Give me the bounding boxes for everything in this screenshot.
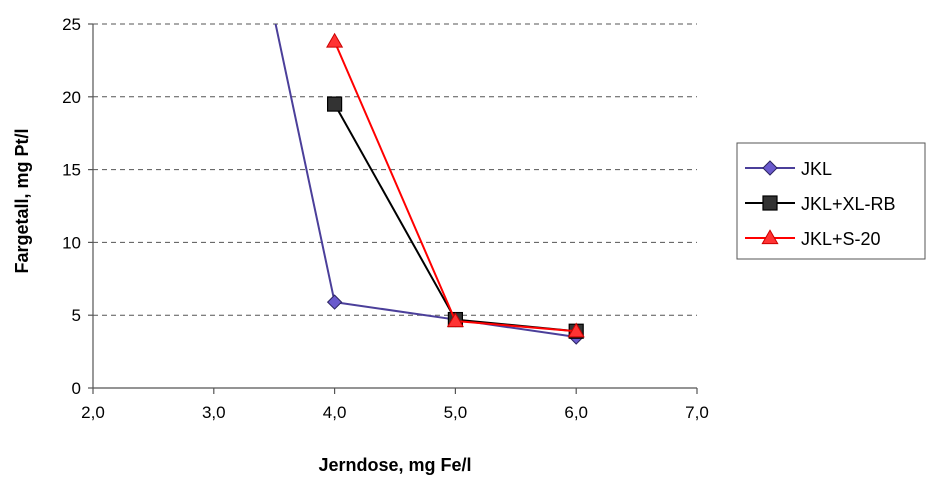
x-tick-label: 7,0 bbox=[685, 403, 709, 422]
y-tick-label: 25 bbox=[62, 15, 81, 34]
x-axis-title: Jerndose, mg Fe/l bbox=[318, 455, 471, 475]
series-JKL bbox=[274, 24, 584, 345]
legend-swatch-marker bbox=[762, 160, 778, 176]
y-tick-label: 15 bbox=[62, 161, 81, 180]
legend-swatch-marker bbox=[761, 229, 779, 245]
data-point bbox=[567, 322, 585, 338]
series-JKL+XL-RB bbox=[327, 96, 584, 339]
legend-label: JKL+XL-RB bbox=[801, 194, 896, 214]
data-point bbox=[327, 96, 343, 112]
y-tick-label: 20 bbox=[62, 88, 81, 107]
data-point bbox=[446, 312, 464, 328]
y-axis-title: Fargetall, mg Pt/l bbox=[12, 128, 32, 273]
series-group bbox=[274, 24, 585, 345]
x-tick-label: 2,0 bbox=[81, 403, 105, 422]
legend-label: JKL bbox=[801, 159, 832, 179]
series-line bbox=[333, 103, 577, 333]
x-tick-label: 4,0 bbox=[323, 403, 347, 422]
series-line bbox=[274, 24, 577, 339]
y-tick-label: 5 bbox=[72, 306, 81, 325]
legend-item: JKL+S-20 bbox=[745, 229, 881, 249]
data-point bbox=[326, 294, 343, 310]
x-tick-label: 6,0 bbox=[564, 403, 588, 422]
tick-labels: 0 5 10 15 20 25 2,0 3,0 4,0 5,0 6,0 7,0 bbox=[62, 15, 709, 422]
series-line bbox=[333, 41, 577, 333]
legend: JKL JKL+XL-RB JKL+S-20 bbox=[736, 142, 926, 260]
x-tick-label: 5,0 bbox=[444, 403, 468, 422]
series-JKL+S-20 bbox=[326, 32, 585, 338]
legend-swatch-marker bbox=[762, 195, 778, 211]
data-point bbox=[326, 32, 344, 48]
x-tick-label: 3,0 bbox=[202, 403, 226, 422]
axes bbox=[88, 23, 698, 394]
legend-item: JKL bbox=[745, 159, 832, 179]
legend-label: JKL+S-20 bbox=[801, 229, 881, 249]
y-tick-label: 10 bbox=[62, 233, 81, 252]
gridlines bbox=[93, 23, 697, 316]
legend-item: JKL+XL-RB bbox=[745, 194, 896, 214]
y-tick-label: 0 bbox=[72, 379, 81, 398]
